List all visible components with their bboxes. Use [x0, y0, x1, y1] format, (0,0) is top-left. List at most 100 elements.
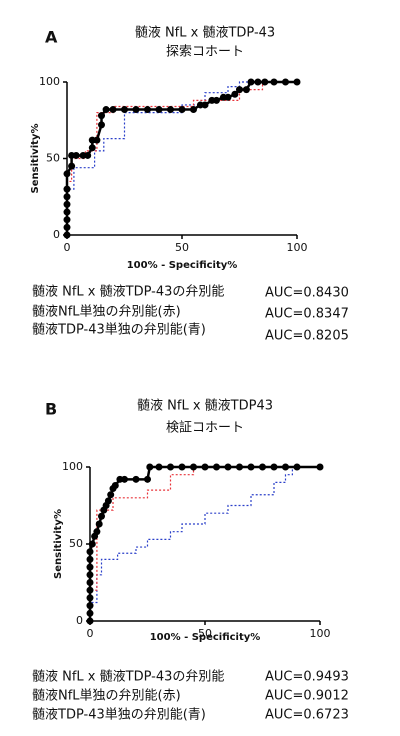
roc-point [155, 463, 163, 471]
roc-point [63, 231, 71, 239]
x-axis-label: 100% - Specificity% [127, 260, 238, 271]
auc-label: AUC=0.9012 [265, 689, 349, 704]
roc-point [132, 106, 140, 114]
chart-title: 髄液 NfL x 髄液TDP-43 [135, 26, 275, 41]
auc-label: AUC=0.6723 [265, 708, 349, 723]
y-tick-label: 0 [76, 614, 83, 627]
roc-point [95, 520, 103, 528]
roc-point [231, 90, 239, 98]
roc-point [270, 463, 278, 471]
roc-point [86, 617, 94, 625]
roc-point [316, 463, 324, 471]
roc-point [178, 463, 186, 471]
roc-point [68, 162, 76, 170]
roc-point [86, 586, 94, 594]
panel-label: A [45, 28, 58, 47]
legend-label: 髄液 NfL x 髄液TDP-43の弁別能 [32, 670, 224, 685]
roc-point [86, 548, 94, 556]
roc-point [201, 101, 209, 109]
auc-label: AUC=0.8430 [265, 286, 349, 301]
roc-point [98, 121, 105, 129]
roc-point [144, 106, 151, 114]
x-tick-label: 0 [87, 627, 94, 640]
roc-point [63, 185, 71, 193]
y-tick-label: 100 [62, 460, 83, 473]
roc-point [86, 563, 94, 571]
roc-point [104, 497, 112, 505]
roc-point [86, 594, 94, 602]
legend-label: 髄液 NfL x 髄液TDP-43の弁別能 [32, 285, 224, 300]
x-axis-label: 100% - Specificity% [150, 632, 261, 643]
roc-point [98, 512, 105, 520]
roc-point [224, 463, 232, 471]
auc-label: AUC=0.8347 [265, 307, 349, 322]
roc-point [132, 475, 140, 483]
legend-label: 髄液TDP-43単独の弁別能(青) [32, 322, 206, 338]
roc-point [293, 463, 301, 471]
roc-point [86, 579, 94, 586]
roc-point [247, 78, 255, 86]
roc-point [121, 475, 128, 483]
roc-line [89, 466, 320, 621]
y-tick-label: 0 [53, 228, 60, 241]
roc-point [84, 151, 92, 159]
roc-point [213, 463, 220, 471]
roc-point [98, 112, 105, 120]
x-tick-label: 100 [287, 241, 308, 254]
y-tick-label: 50 [46, 152, 60, 165]
roc-point [178, 106, 186, 114]
roc-point [86, 609, 94, 617]
roc-point [93, 528, 101, 536]
auc-label: AUC=0.9493 [265, 670, 349, 685]
roc-point [247, 463, 255, 471]
roc-point [270, 78, 278, 86]
roc-point [63, 170, 71, 178]
chart-subtitle: 検証コホート [166, 421, 244, 436]
roc-point [121, 106, 128, 114]
roc-point [236, 86, 243, 94]
y-axis-label: Sensitivity% [53, 509, 64, 579]
roc-point [63, 200, 71, 208]
y-tick-label: 50 [69, 537, 83, 550]
roc-point [190, 463, 197, 471]
roc-point [282, 463, 289, 471]
roc-point [146, 463, 154, 471]
roc-point [167, 463, 174, 471]
roc-point [93, 136, 101, 144]
roc-point [72, 151, 80, 159]
roc-point [88, 144, 96, 152]
roc-point [190, 106, 197, 114]
y-tick-label: 100 [39, 75, 60, 88]
y-axis-label: Sensitivity% [30, 124, 41, 194]
roc-point [63, 216, 71, 224]
roc-point [63, 223, 71, 231]
roc-line [89, 466, 320, 621]
roc-point [201, 463, 209, 471]
roc-point [109, 106, 117, 114]
chart-subtitle: 探索コホート [166, 45, 244, 60]
roc-point [282, 78, 289, 86]
auc-label: AUC=0.8205 [265, 329, 349, 344]
roc-point [259, 463, 266, 471]
roc-point [63, 193, 71, 201]
x-tick-label: 50 [175, 241, 189, 254]
roc-point [213, 96, 220, 104]
legend-label: 髄液NfL単独の弁別能(赤) [32, 688, 181, 704]
roc-point [224, 93, 232, 101]
roc-point [144, 475, 151, 483]
roc-point [167, 106, 174, 114]
panel-label: B [45, 400, 57, 419]
roc-point [111, 481, 119, 489]
x-tick-label: 50 [198, 627, 212, 640]
roc-point [261, 78, 269, 86]
roc-point [102, 106, 110, 114]
roc-point [155, 106, 163, 114]
x-tick-label: 0 [64, 241, 71, 254]
roc-point [86, 602, 94, 610]
legend-label: 髄液NfL単独の弁別能(赤) [32, 304, 181, 320]
roc-point [63, 208, 71, 216]
roc-point [86, 571, 94, 579]
roc-point [86, 555, 94, 563]
roc-point [293, 78, 301, 86]
